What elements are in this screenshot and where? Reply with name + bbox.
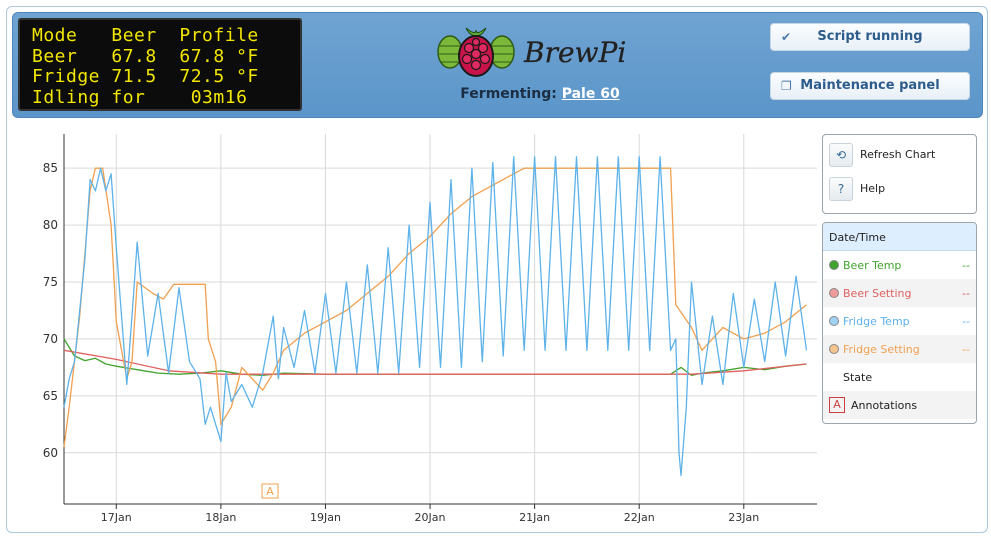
y-tick-label: 85 — [43, 161, 58, 175]
fermenting-status: Fermenting: Pale 60 — [400, 86, 680, 102]
legend-row-state[interactable]: State — [823, 363, 976, 391]
legend-datetime-header: Date/Time — [823, 223, 976, 251]
legend-row-fridge-temp[interactable]: Fridge Temp -- — [823, 307, 976, 335]
legend-annotations-label: Annotations — [851, 399, 918, 412]
profile-link[interactable]: Pale 60 — [561, 86, 620, 102]
fermenting-label: Fermenting: — [460, 86, 557, 102]
y-tick-label: 75 — [43, 275, 58, 289]
legend-state-label: State — [843, 371, 873, 384]
lcd-line-3: Fridge 71.5 72.5 °F — [32, 66, 259, 87]
help-icon[interactable]: ? — [829, 177, 853, 201]
legend-row-beer-temp[interactable]: Beer Temp -- — [823, 251, 976, 279]
x-tick-label: 21Jan — [519, 511, 550, 524]
chart-controls: ⟲ Refresh Chart ? Help — [822, 134, 977, 214]
legend-dot-icon — [829, 260, 839, 270]
x-tick-label: 22Jan — [624, 511, 655, 524]
legend-row-beer-setting[interactable]: Beer Setting -- — [823, 279, 976, 307]
y-tick-label: 70 — [43, 332, 58, 346]
brewpi-wordmark: BrewPi — [523, 36, 626, 69]
series-line-beer-temp — [63, 338, 807, 377]
hops-left-icon — [437, 35, 463, 69]
annotation-label: A — [266, 485, 274, 498]
series-line-beer-setting — [63, 349, 807, 375]
legend-label: Fridge Temp — [843, 315, 910, 328]
x-tick-label: 23Jan — [728, 511, 759, 524]
maintenance-panel-button[interactable]: ❐ Maintenance panel — [770, 72, 970, 100]
lcd-display: Mode Beer Profile Beer 67.8 67.8 °F Frid… — [18, 18, 302, 111]
lcd-line-4: Idling for 03m16 — [32, 86, 248, 108]
script-running-label: Script running — [817, 29, 923, 44]
lcd-line-1: Mode Beer Profile — [32, 25, 259, 46]
lcd-line-2: Beer 67.8 67.8 °F — [32, 45, 259, 67]
x-tick-label: 20Jan — [415, 511, 446, 524]
y-tick-label: 65 — [43, 389, 58, 403]
chart-legend: Date/Time Beer Temp -- Beer Setting -- F… — [822, 222, 977, 424]
legend-value: -- — [962, 315, 970, 328]
x-tick-label: 17Jan — [101, 511, 132, 524]
legend-value: -- — [962, 343, 970, 356]
annotation-icon: A — [829, 397, 845, 413]
series-line-fridge-setting — [63, 167, 807, 448]
legend-dot-icon — [829, 288, 839, 298]
annotation-marker — [261, 483, 279, 499]
legend-value: -- — [962, 259, 970, 272]
check-icon: ✔ — [781, 30, 792, 44]
y-tick-label: 80 — [43, 218, 58, 232]
legend-label: Beer Temp — [843, 259, 902, 272]
raspberry-icon — [458, 27, 494, 77]
help-control[interactable]: ? Help — [829, 177, 969, 201]
x-tick-label: 18Jan — [205, 511, 236, 524]
refresh-chart-label: Refresh Chart — [860, 148, 936, 161]
legend-row-annotations[interactable]: A Annotations — [823, 391, 976, 419]
refresh-chart-control[interactable]: ⟲ Refresh Chart — [829, 143, 969, 167]
brewpi-logo: BrewPi — [437, 27, 626, 77]
window-icon: ❐ — [781, 79, 792, 93]
series-line-fridge-temp — [63, 156, 808, 477]
maintenance-panel-label: Maintenance panel — [800, 78, 940, 93]
legend-label: Beer Setting — [843, 287, 912, 300]
temperature-chart[interactable]: 60 65 70 75 80 85 17Jan 18Jan 19Jan 20Jan 21Jan 22J… — [10, 128, 820, 528]
y-tick-label: 60 — [43, 446, 58, 460]
legend-dot-icon — [829, 344, 839, 354]
script-running-button[interactable]: ✔ Script running — [770, 23, 970, 51]
help-label: Help — [860, 182, 886, 195]
legend-value: -- — [962, 287, 970, 300]
x-tick-label: 19Jan — [310, 511, 341, 524]
legend-dot-icon — [829, 316, 839, 326]
legend-row-fridge-setting[interactable]: Fridge Setting -- — [823, 335, 976, 363]
legend-label: Fridge Setting — [843, 343, 920, 356]
refresh-icon[interactable]: ⟲ — [829, 143, 853, 167]
